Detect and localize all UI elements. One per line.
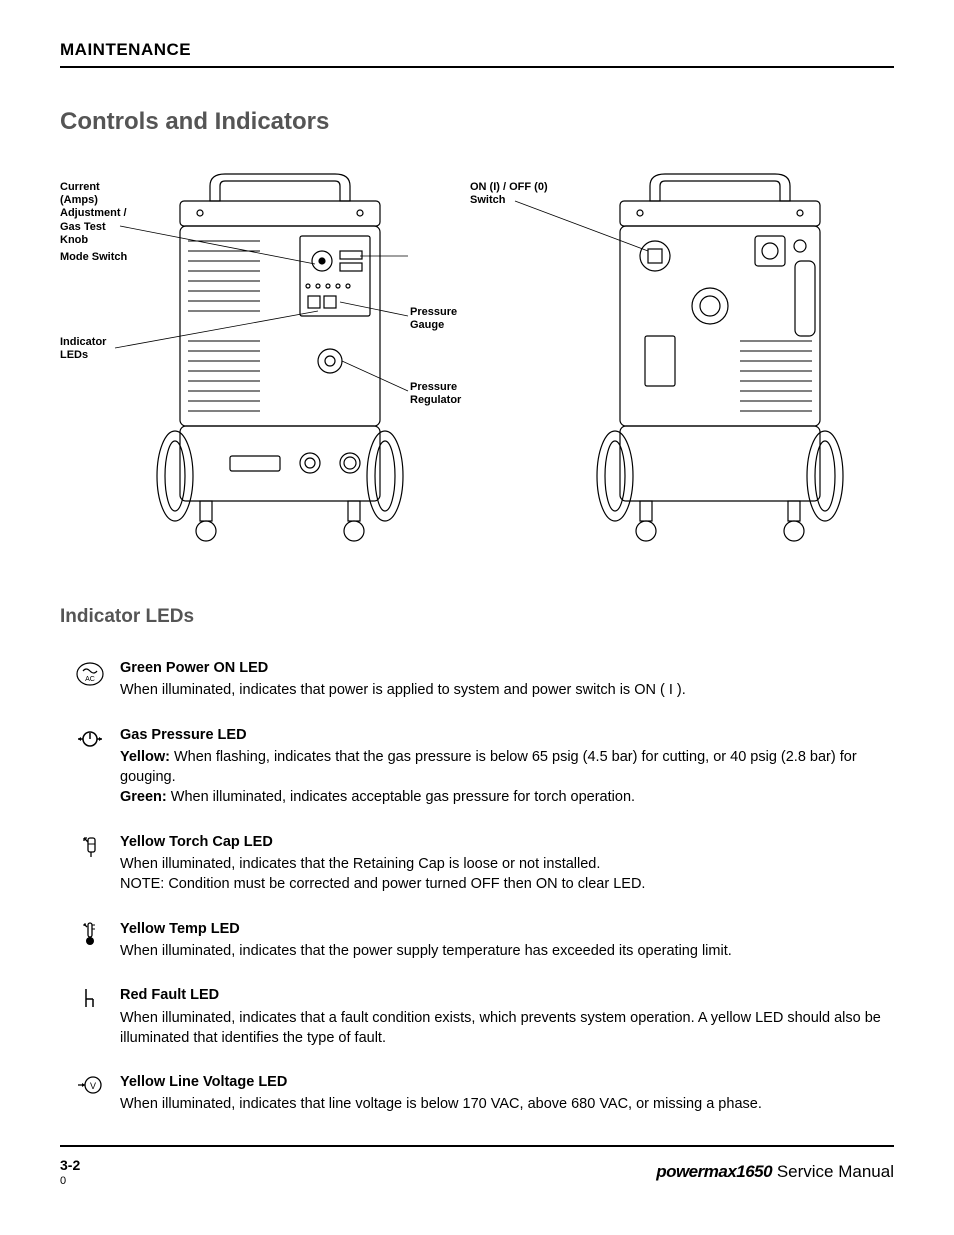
header-section: MAINTENANCE xyxy=(60,40,894,68)
voltage-led-icon: V xyxy=(60,1072,120,1096)
led-item: Red Fault LED When illuminated, indicate… xyxy=(60,985,894,1048)
led-heading: Red Fault LED xyxy=(120,985,894,1005)
led-desc: When illuminated, indicates that the Ret… xyxy=(120,854,894,895)
gas-led-icon xyxy=(60,725,120,751)
svg-text:V: V xyxy=(90,1081,96,1091)
footer-sub: 0 xyxy=(60,1175,80,1187)
fault-led-icon xyxy=(60,985,120,1011)
led-item: AC Green Power ON LED When illuminated, … xyxy=(60,658,894,701)
diagram-svg xyxy=(60,166,894,576)
led-heading: Yellow Torch Cap LED xyxy=(120,832,894,852)
led-desc: When illuminated, indicates that power i… xyxy=(120,680,894,700)
svg-text:AC: AC xyxy=(85,676,95,683)
led-desc: When illuminated, indicates that line vo… xyxy=(120,1094,894,1114)
led-heading: Green Power ON LED xyxy=(120,658,894,678)
callout-gauge: Pressure Gauge xyxy=(410,306,457,332)
callout-mode: Mode Switch xyxy=(60,251,127,264)
callout-knob: Current (Amps) Adjustment / Gas Test Kno… xyxy=(60,181,127,247)
led-item: Yellow Torch Cap LED When illuminated, i… xyxy=(60,832,894,895)
header-title: MAINTENANCE xyxy=(60,40,894,60)
led-item: Gas Pressure LED Yellow: When flashing, … xyxy=(60,725,894,808)
power-led-icon: AC xyxy=(60,658,120,688)
brand-name: powermax1650 xyxy=(656,1162,772,1181)
led-heading: Yellow Temp LED xyxy=(120,919,894,939)
led-desc: When illuminated, indicates that the pow… xyxy=(120,941,894,961)
callout-indicator: Indicator LEDs xyxy=(60,336,106,362)
callout-regulator: Pressure Regulator xyxy=(410,381,461,407)
footer-right: powermax1650 Service Manual xyxy=(656,1162,894,1182)
led-item: V Yellow Line Voltage LED When illuminat… xyxy=(60,1072,894,1115)
led-list: AC Green Power ON LED When illuminated, … xyxy=(60,658,894,1115)
temp-led-icon xyxy=(60,919,120,947)
led-item: Yellow Temp LED When illuminated, indica… xyxy=(60,919,894,962)
torch-led-icon xyxy=(60,832,120,860)
section-title: Indicator LEDs xyxy=(60,606,894,628)
led-desc: When illuminated, indicates that a fault… xyxy=(120,1008,894,1049)
machine-front-icon xyxy=(157,174,403,541)
callout-switch: ON (I) / OFF (0) Switch xyxy=(470,181,548,207)
doc-type: Service Manual xyxy=(777,1162,894,1181)
diagram-area: Current (Amps) Adjustment / Gas Test Kno… xyxy=(60,166,894,576)
led-heading: Gas Pressure LED xyxy=(120,725,894,745)
led-desc: Yellow: When flashing, indicates that th… xyxy=(120,747,894,808)
main-title: Controls and Indicators xyxy=(60,108,894,136)
footer: 3-2 0 powermax1650 Service Manual xyxy=(60,1145,894,1187)
page-number: 3-2 xyxy=(60,1157,80,1173)
machine-rear-icon xyxy=(597,174,843,541)
led-heading: Yellow Line Voltage LED xyxy=(120,1072,894,1092)
